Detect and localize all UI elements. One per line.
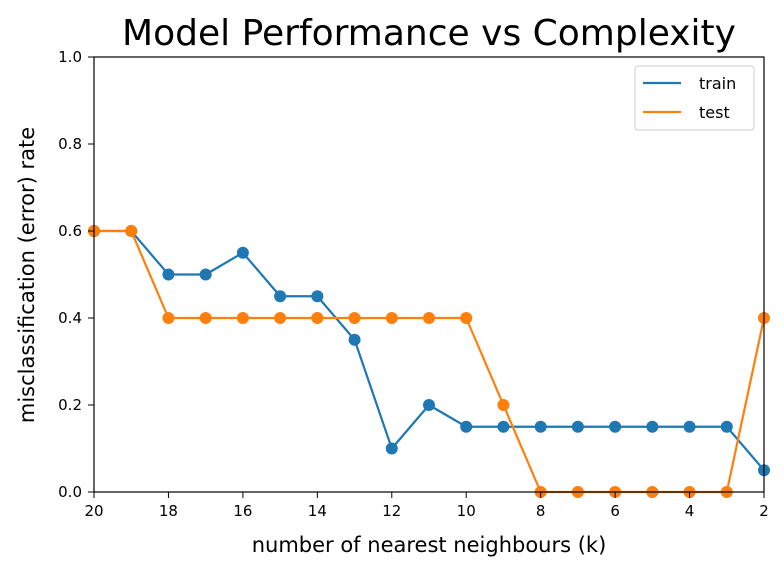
plot-area bbox=[88, 225, 770, 498]
x-tick-label: 14 bbox=[308, 502, 327, 520]
data-point-test bbox=[423, 312, 435, 324]
data-point-train bbox=[646, 420, 659, 433]
x-tick-label: 18 bbox=[159, 502, 178, 520]
series-line-train bbox=[94, 229, 765, 471]
data-point-test bbox=[348, 312, 361, 324]
data-point-train bbox=[460, 420, 473, 433]
x-axis: 20 18 16 14 12 10 8 6 4 2 bbox=[84, 492, 769, 520]
x-tick-label: 4 bbox=[685, 502, 695, 520]
data-point-test bbox=[162, 312, 175, 324]
legend: train test bbox=[634, 65, 755, 131]
data-point-train bbox=[162, 268, 175, 281]
y-tick-label: 0.0 bbox=[58, 483, 82, 501]
y-tick-label: 0.4 bbox=[58, 309, 82, 327]
data-point-test bbox=[385, 312, 398, 324]
y-tick-label: 0.8 bbox=[58, 135, 82, 153]
data-point-test bbox=[236, 312, 249, 324]
chart-title: Model Performance vs Complexity bbox=[122, 13, 736, 54]
data-point-test bbox=[199, 312, 212, 324]
data-point-train bbox=[348, 333, 361, 346]
data-point-train bbox=[199, 268, 212, 281]
data-point-train bbox=[534, 420, 547, 433]
series-train bbox=[88, 225, 770, 477]
x-axis-label: number of nearest neighbours (k) bbox=[252, 533, 607, 557]
data-point-train bbox=[274, 290, 287, 303]
data-point-train bbox=[571, 420, 584, 433]
y-axis: 0.0 0.2 0.4 0.6 0.8 1.0 bbox=[58, 48, 94, 501]
data-point-test bbox=[497, 399, 510, 411]
series-test bbox=[88, 225, 770, 498]
x-tick-label: 10 bbox=[457, 502, 476, 520]
data-point-test bbox=[125, 225, 138, 237]
data-point-train bbox=[311, 290, 324, 303]
plot-frame bbox=[93, 56, 765, 493]
legend-label-test: test bbox=[699, 103, 730, 122]
data-point-test bbox=[460, 312, 473, 324]
x-tick-label: 16 bbox=[233, 502, 252, 520]
data-point-train bbox=[385, 442, 398, 455]
y-tick-label: 0.6 bbox=[58, 222, 82, 240]
data-point-train bbox=[236, 246, 249, 259]
y-tick-label: 0.2 bbox=[58, 396, 82, 414]
x-tick-label: 6 bbox=[610, 502, 620, 520]
series-line-test bbox=[94, 229, 766, 494]
data-point-train bbox=[609, 420, 622, 433]
x-tick-label: 20 bbox=[84, 502, 103, 520]
data-point-train bbox=[720, 420, 733, 433]
data-point-train bbox=[497, 420, 510, 433]
data-point-test bbox=[311, 312, 324, 324]
y-tick-label: 1.0 bbox=[58, 48, 82, 66]
x-tick-label: 12 bbox=[382, 502, 401, 520]
x-tick-label: 2 bbox=[759, 502, 769, 520]
y-axis-label: misclassification (error) rate bbox=[15, 127, 39, 423]
data-point-test bbox=[274, 312, 287, 324]
x-tick-label: 8 bbox=[536, 502, 546, 520]
legend-label-train: train bbox=[699, 74, 736, 93]
data-point-train bbox=[423, 399, 435, 411]
data-point-train bbox=[683, 420, 696, 433]
